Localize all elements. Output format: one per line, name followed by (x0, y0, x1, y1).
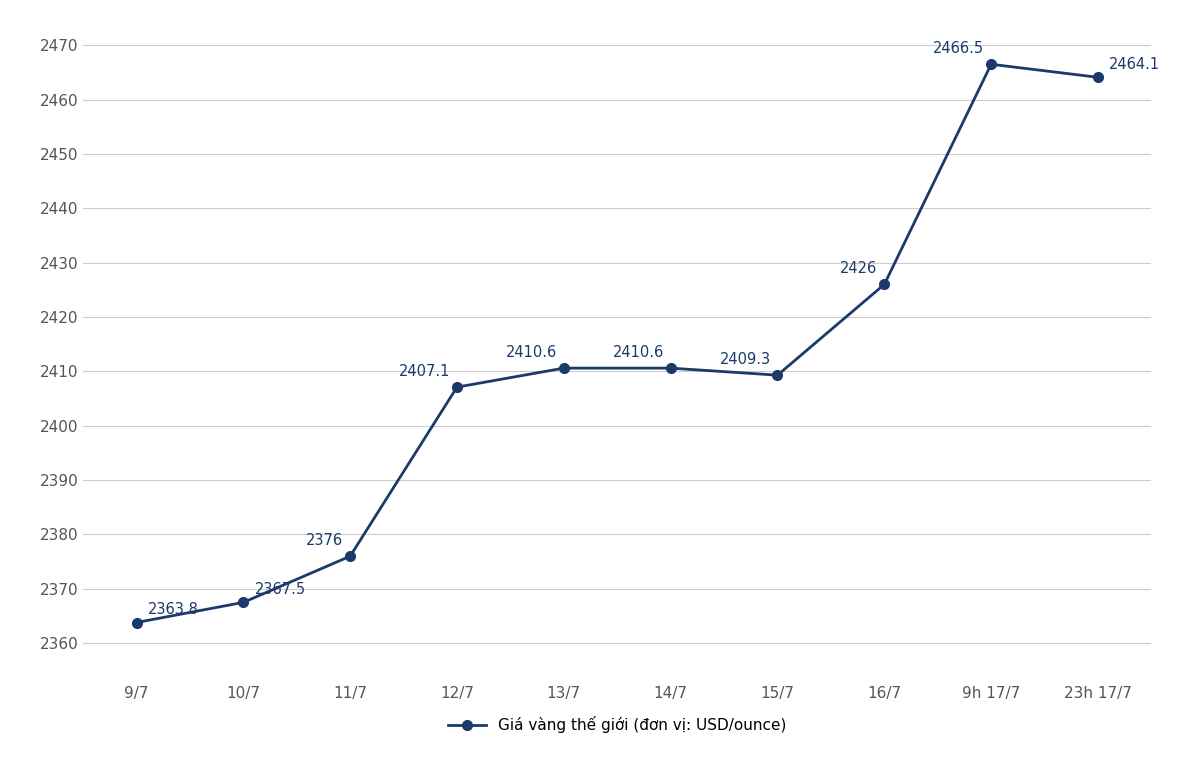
Text: 2410.6: 2410.6 (506, 345, 557, 359)
Text: 2376: 2376 (306, 533, 343, 548)
Text: 2407.1: 2407.1 (399, 364, 450, 379)
Text: 2464.1: 2464.1 (1109, 56, 1160, 72)
Text: 2426: 2426 (840, 261, 877, 276)
Text: 2409.3: 2409.3 (719, 352, 770, 367)
Text: 2363.8: 2363.8 (147, 602, 198, 617)
Text: 2367.5: 2367.5 (254, 582, 305, 597)
Legend: Giá vàng thế giới (đơn vị: USD/ounce): Giá vàng thế giới (đơn vị: USD/ounce) (442, 710, 793, 739)
Text: 2410.6: 2410.6 (612, 345, 664, 359)
Text: 2466.5: 2466.5 (933, 41, 984, 56)
